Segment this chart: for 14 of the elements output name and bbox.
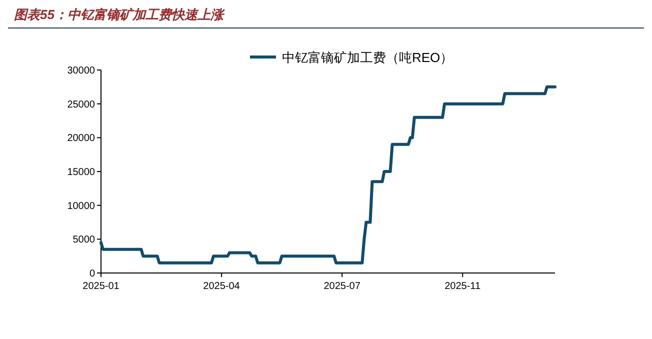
y-tick-label: 25000	[67, 99, 96, 110]
line-series	[100, 85, 556, 264]
x-tick-label: 2025-04	[203, 281, 240, 292]
y-tick-label: 5000	[72, 234, 96, 246]
chart-title: 图表55：中钇富镝矿加工费快速上涨	[14, 7, 226, 22]
y-tick-label: 10000	[67, 200, 96, 212]
x-tick-label: 2025-01	[82, 281, 120, 292]
y-tick-label: 30000	[67, 66, 96, 76]
legend-label: 中钇富镝矿加工费（吨REO）	[282, 50, 454, 65]
x-tick-label: 2025-11	[444, 281, 482, 292]
y-tick-label: 15000	[67, 167, 96, 178]
y-tick-label: 20000	[67, 133, 96, 144]
y-tick-label: 0	[89, 268, 96, 280]
x-tick-label: 2025-07	[324, 281, 361, 292]
